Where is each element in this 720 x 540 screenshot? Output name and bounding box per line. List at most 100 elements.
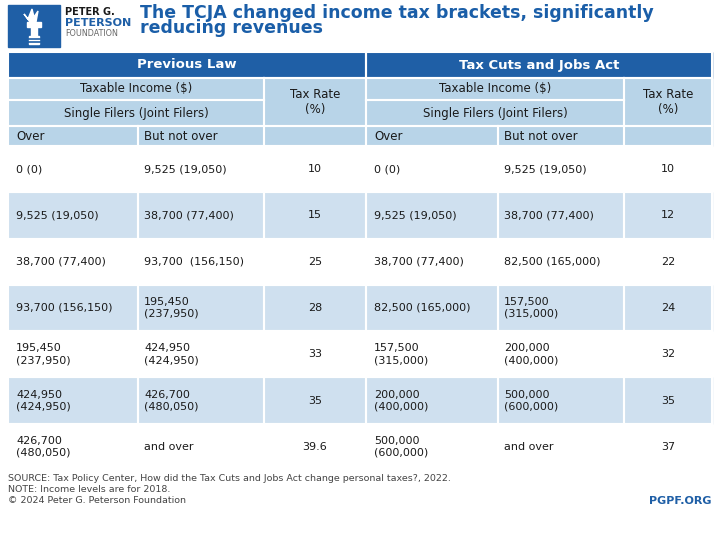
Text: But not over: But not over xyxy=(144,130,217,143)
Bar xyxy=(138,126,264,146)
Text: 38,700 (77,400): 38,700 (77,400) xyxy=(144,211,234,220)
Polygon shape xyxy=(24,9,38,22)
Bar xyxy=(8,52,366,78)
Bar xyxy=(366,100,624,126)
Text: 424,950
(424,950): 424,950 (424,950) xyxy=(16,390,71,411)
Bar xyxy=(8,146,138,192)
Text: Over: Over xyxy=(374,130,402,143)
Bar xyxy=(138,285,264,331)
Bar xyxy=(264,331,366,377)
Text: 500,000
(600,000): 500,000 (600,000) xyxy=(504,390,558,411)
Text: and over: and over xyxy=(504,442,554,452)
Bar xyxy=(8,285,138,331)
Text: © 2024 Peter G. Peterson Foundation: © 2024 Peter G. Peterson Foundation xyxy=(8,496,186,505)
Text: 22: 22 xyxy=(661,256,675,267)
Text: 157,500
(315,000): 157,500 (315,000) xyxy=(374,343,428,365)
Bar xyxy=(366,78,624,100)
Text: 93,700  (156,150): 93,700 (156,150) xyxy=(144,256,244,267)
Text: and over: and over xyxy=(144,442,194,452)
Bar xyxy=(264,192,366,239)
Bar xyxy=(264,424,366,470)
Bar xyxy=(498,331,624,377)
Bar xyxy=(138,192,264,239)
Bar xyxy=(31,26,37,36)
Bar xyxy=(8,192,138,239)
Text: 32: 32 xyxy=(661,349,675,359)
Bar xyxy=(624,78,712,126)
Text: Over: Over xyxy=(16,130,45,143)
Bar xyxy=(366,424,498,470)
Bar xyxy=(366,146,498,192)
Text: PETER G.: PETER G. xyxy=(65,7,114,17)
Bar xyxy=(498,285,624,331)
Text: Single Filers (Joint Filers): Single Filers (Joint Filers) xyxy=(423,106,567,119)
Text: 424,950
(424,950): 424,950 (424,950) xyxy=(144,343,199,365)
Bar xyxy=(264,126,366,146)
Bar xyxy=(264,285,366,331)
Bar xyxy=(366,239,498,285)
Text: 9,525 (19,050): 9,525 (19,050) xyxy=(374,211,456,220)
Text: 82,500 (165,000): 82,500 (165,000) xyxy=(374,303,470,313)
Bar xyxy=(138,331,264,377)
Text: Previous Law: Previous Law xyxy=(138,58,237,71)
Text: 10: 10 xyxy=(661,164,675,174)
Text: Tax Cuts and Jobs Act: Tax Cuts and Jobs Act xyxy=(459,58,619,71)
Bar xyxy=(8,126,138,146)
Text: 9,525 (19,050): 9,525 (19,050) xyxy=(16,211,99,220)
Bar xyxy=(138,377,264,424)
Text: 15: 15 xyxy=(308,211,322,220)
Bar xyxy=(498,146,624,192)
Bar xyxy=(29,36,39,44)
Bar xyxy=(8,331,138,377)
Text: 38,700 (77,400): 38,700 (77,400) xyxy=(504,211,594,220)
Bar xyxy=(624,192,712,239)
Bar xyxy=(8,424,138,470)
Text: Tax Rate
(%): Tax Rate (%) xyxy=(643,88,693,116)
Text: 157,500
(315,000): 157,500 (315,000) xyxy=(504,297,558,319)
Text: 195,450
(237,950): 195,450 (237,950) xyxy=(16,343,71,365)
Text: Tax Rate
(%): Tax Rate (%) xyxy=(290,88,340,116)
Text: 39.6: 39.6 xyxy=(302,442,328,452)
Text: Single Filers (Joint Filers): Single Filers (Joint Filers) xyxy=(63,106,208,119)
Bar xyxy=(498,192,624,239)
Bar xyxy=(8,100,264,126)
Text: 28: 28 xyxy=(308,303,322,313)
Text: FOUNDATION: FOUNDATION xyxy=(65,29,118,38)
Bar xyxy=(624,239,712,285)
Text: 12: 12 xyxy=(661,211,675,220)
Text: 38,700 (77,400): 38,700 (77,400) xyxy=(16,256,106,267)
Text: NOTE: Income levels are for 2018.: NOTE: Income levels are for 2018. xyxy=(8,485,171,494)
Bar xyxy=(624,285,712,331)
Bar xyxy=(138,239,264,285)
Bar xyxy=(366,377,498,424)
Text: PGPF.ORG: PGPF.ORG xyxy=(649,496,712,506)
Text: 9,525 (19,050): 9,525 (19,050) xyxy=(504,164,587,174)
Text: 93,700 (156,150): 93,700 (156,150) xyxy=(16,303,112,313)
Text: 82,500 (165,000): 82,500 (165,000) xyxy=(504,256,600,267)
Bar xyxy=(498,377,624,424)
Text: But not over: But not over xyxy=(504,130,577,143)
Bar xyxy=(624,424,712,470)
Bar xyxy=(498,126,624,146)
Text: 200,000
(400,000): 200,000 (400,000) xyxy=(504,343,559,365)
Bar xyxy=(366,192,498,239)
Bar xyxy=(264,377,366,424)
Bar xyxy=(366,52,712,78)
Text: 37: 37 xyxy=(661,442,675,452)
Bar xyxy=(264,239,366,285)
Text: 9,525 (19,050): 9,525 (19,050) xyxy=(144,164,227,174)
Bar xyxy=(8,5,60,47)
Bar xyxy=(624,126,712,146)
Bar xyxy=(138,424,264,470)
Bar xyxy=(624,331,712,377)
Bar xyxy=(27,22,41,27)
Text: 24: 24 xyxy=(661,303,675,313)
Text: 35: 35 xyxy=(661,396,675,406)
Bar xyxy=(264,78,366,126)
Bar xyxy=(138,146,264,192)
Bar xyxy=(366,285,498,331)
Text: SOURCE: Tax Policy Center, How did the Tax Cuts and Jobs Act change personal tax: SOURCE: Tax Policy Center, How did the T… xyxy=(8,474,451,483)
Text: 200,000
(400,000): 200,000 (400,000) xyxy=(374,390,428,411)
Bar xyxy=(264,146,366,192)
Text: 195,450
(237,950): 195,450 (237,950) xyxy=(144,297,199,319)
